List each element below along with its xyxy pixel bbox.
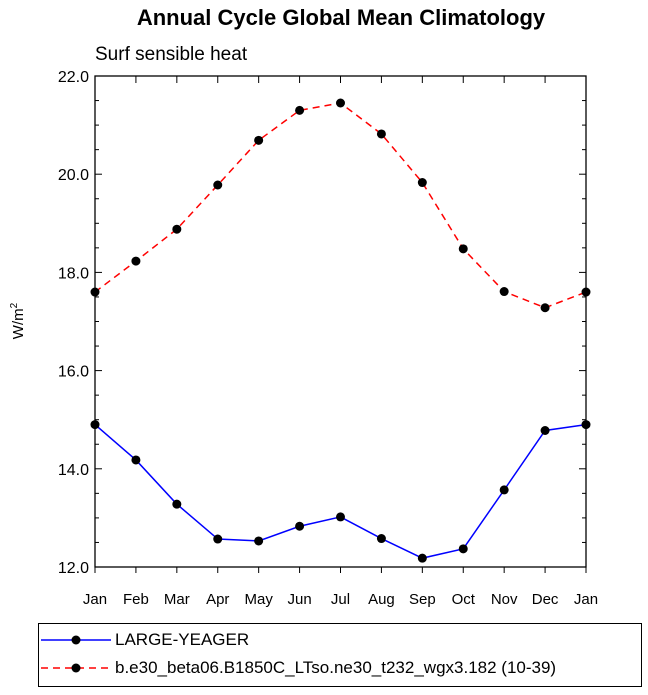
x-tick-label: Feb	[123, 591, 149, 608]
series-1-point	[90, 420, 100, 430]
series-1-point	[172, 499, 182, 509]
x-tick-label: Jan	[83, 591, 107, 608]
x-tick-label: May	[244, 591, 273, 608]
series-2-point	[90, 287, 100, 297]
y-tick-label: 20.0	[58, 167, 89, 184]
legend-swatch-series-1	[41, 635, 111, 645]
y-axis-label: W/m2	[9, 302, 27, 339]
x-tick-label: Jun	[287, 591, 311, 608]
series-2-point	[376, 129, 386, 139]
x-tick-label: Sep	[409, 591, 436, 608]
series-2-point	[540, 303, 550, 313]
y-tick-label: 12.0	[58, 560, 89, 577]
x-tick-label: Jan	[574, 591, 598, 608]
chart-title: Annual Cycle Global Mean Climatology	[137, 5, 546, 30]
chart-subtitle: Surf sensible heat	[95, 44, 248, 65]
legend-swatch-series-2	[41, 663, 111, 673]
legend: LARGE-YEAGER b.e30_beta06.B1850C_LTso.ne…	[38, 623, 642, 687]
series-1-point	[417, 553, 427, 563]
legend-item-series-2: b.e30_beta06.B1850C_LTso.ne30_t232_wgx3.…	[39, 654, 556, 682]
series-2-point	[336, 98, 345, 108]
x-tick-label: Apr	[206, 591, 229, 608]
series-1-point	[254, 536, 264, 546]
y-axis-label-base: W/m	[10, 308, 27, 339]
y-axis-label-sup: 2	[9, 302, 20, 308]
x-tick-label: Mar	[164, 591, 190, 608]
series-layer	[90, 98, 591, 563]
legend-label-series-1: LARGE-YEAGER	[115, 630, 250, 649]
series-1-point	[336, 512, 345, 522]
series-1-point	[581, 420, 591, 430]
series-2-point	[254, 135, 264, 145]
y-tick-label: 14.0	[58, 462, 89, 479]
series-1-point	[376, 534, 386, 544]
series-line-1	[94, 423, 587, 559]
series-2-point	[458, 244, 468, 254]
series-1-point	[213, 534, 223, 544]
chart-svg: Annual Cycle Global Mean Climatology Sur…	[9, 5, 598, 608]
x-tick-label: Jul	[331, 591, 350, 608]
x-tick-label: Dec	[532, 591, 559, 608]
y-tick-label: 22.0	[58, 69, 89, 86]
x-tick-label: Oct	[452, 591, 476, 608]
series-2-point	[131, 256, 141, 266]
y-tick-label: 16.0	[58, 364, 89, 381]
x-tick-label: Nov	[491, 591, 518, 608]
plot-frame	[94, 75, 587, 568]
x-tick-label: Aug	[368, 591, 395, 608]
series-2-point	[581, 287, 591, 297]
legend-label-series-2: b.e30_beta06.B1850C_LTso.ne30_t232_wgx3.…	[115, 658, 557, 677]
series-1-point	[131, 455, 141, 465]
series-1-point	[540, 426, 550, 436]
series-1-point	[499, 485, 509, 495]
ticks-layer: 12.0 14.0 16.0 18.0 20.0 22.0 Jan Feb Mar Apr May J…	[58, 69, 598, 608]
series-2-point	[417, 178, 427, 188]
series-2-point	[295, 105, 305, 115]
series-1-point	[458, 544, 468, 554]
series-2-point	[213, 180, 223, 190]
legend-item-series-1: LARGE-YEAGER	[39, 626, 249, 654]
series-2-point	[172, 224, 182, 234]
series-1-point	[295, 521, 305, 531]
series-2-point	[499, 287, 509, 297]
series-line-2	[94, 102, 587, 309]
y-tick-label: 18.0	[58, 265, 89, 282]
